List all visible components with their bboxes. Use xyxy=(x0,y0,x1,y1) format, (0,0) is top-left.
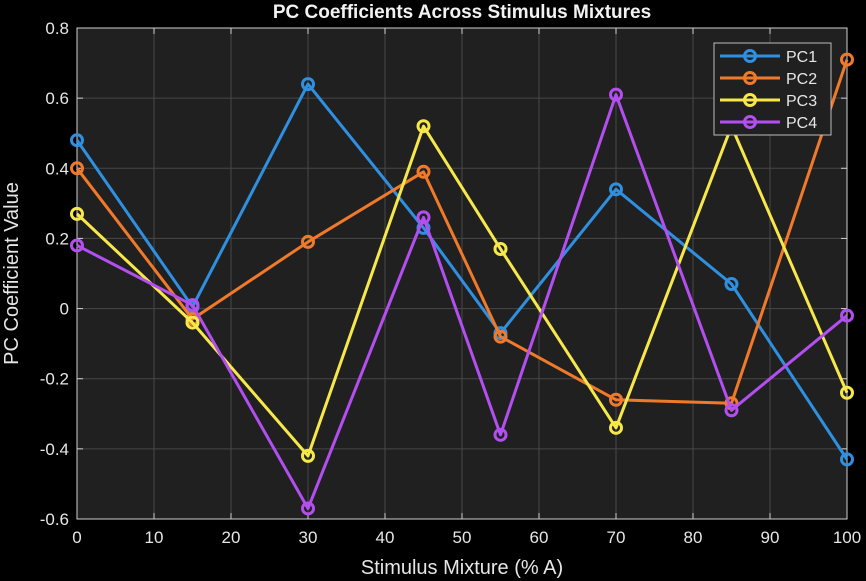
y-axis-title: PC Coefficient Value xyxy=(1,182,23,365)
data-point-pc2 xyxy=(416,164,431,179)
x-tick-label: 90 xyxy=(761,528,780,547)
data-point-pc4 xyxy=(301,501,315,516)
x-tick-label: 80 xyxy=(684,528,703,547)
legend-marker-pc2 xyxy=(743,71,757,85)
x-tick-label: 10 xyxy=(145,528,164,547)
tick-labels: 0 10 20 30 40 50 60 70 80 90 100 -0.6 -0.4 -0.2 0 0.2 0.… xyxy=(40,19,861,547)
y-tick-label: -0.4 xyxy=(40,440,69,459)
series-line-pc4 xyxy=(76,93,848,510)
x-axis-title: Stimulus Mixture (% A) xyxy=(361,557,563,579)
data-point-pc2 xyxy=(70,161,84,176)
y-tick-label: -0.2 xyxy=(40,370,69,389)
data-point-pc2 xyxy=(609,392,623,407)
data-point-pc3 xyxy=(70,206,84,221)
data-point-pc3 xyxy=(493,241,508,256)
chart-title: PC Coefficients Across Stimulus Mixtures xyxy=(273,2,651,23)
y-tick-label: 0 xyxy=(60,300,69,319)
x-tick-label: 50 xyxy=(453,528,472,547)
data-point-pc3 xyxy=(609,420,623,435)
data-point-pc2 xyxy=(840,52,854,67)
data-point-pc3 xyxy=(185,315,200,330)
data-point-pc4 xyxy=(609,87,623,102)
data-point-pc4 xyxy=(185,298,200,313)
legend-marker-pc1 xyxy=(743,49,757,63)
data-point-pc4 xyxy=(840,308,854,323)
legend-marker-pc3 xyxy=(743,93,757,107)
data-point-pc4 xyxy=(724,403,739,418)
x-tick-label: 100 xyxy=(833,528,861,547)
x-tick-label: 60 xyxy=(530,528,549,547)
data-point-pc1 xyxy=(301,77,315,92)
legend-box xyxy=(713,42,832,136)
x-tick-label: 0 xyxy=(72,528,81,547)
data-point-pc2 xyxy=(493,329,508,344)
data-point-pc3 xyxy=(840,385,854,400)
data-point-pc4 xyxy=(416,210,431,225)
data-point-pc1 xyxy=(609,182,623,197)
y-tick-label: -0.6 xyxy=(40,510,69,529)
data-point-pc1 xyxy=(840,452,854,467)
x-tick-label: 70 xyxy=(607,528,626,547)
data-point-pc3 xyxy=(416,119,431,134)
data-point-pc3 xyxy=(301,448,315,463)
data-point-pc1 xyxy=(724,277,739,292)
series-line-pc3 xyxy=(75,124,849,458)
legend: PC1 PC2 PC3 PC4 xyxy=(713,42,832,136)
series-lines xyxy=(70,52,854,516)
series-line-pc1 xyxy=(75,82,849,461)
y-tick-label: 0.6 xyxy=(45,89,69,108)
y-tick-label: 0.4 xyxy=(45,159,69,178)
x-tick-label: 30 xyxy=(299,528,318,547)
legend-marker-pc4 xyxy=(743,115,757,129)
data-point-pc1 xyxy=(70,133,84,148)
x-tick-label: 20 xyxy=(222,528,241,547)
legend-label-pc1: PC1 xyxy=(786,49,817,66)
data-point-pc4 xyxy=(70,238,84,253)
y-tick-label: 0.8 xyxy=(45,19,69,38)
y-tick-label: 0.2 xyxy=(45,229,69,248)
data-point-pc4 xyxy=(493,427,508,442)
data-point-pc2 xyxy=(301,234,315,249)
axes xyxy=(76,27,848,520)
series-line-pc2 xyxy=(75,59,849,405)
legend-label-pc2: PC2 xyxy=(786,71,817,88)
x-tick-label: 40 xyxy=(376,528,395,547)
legend-label-pc3: PC3 xyxy=(786,93,817,110)
legend-label-pc4: PC4 xyxy=(786,115,817,132)
